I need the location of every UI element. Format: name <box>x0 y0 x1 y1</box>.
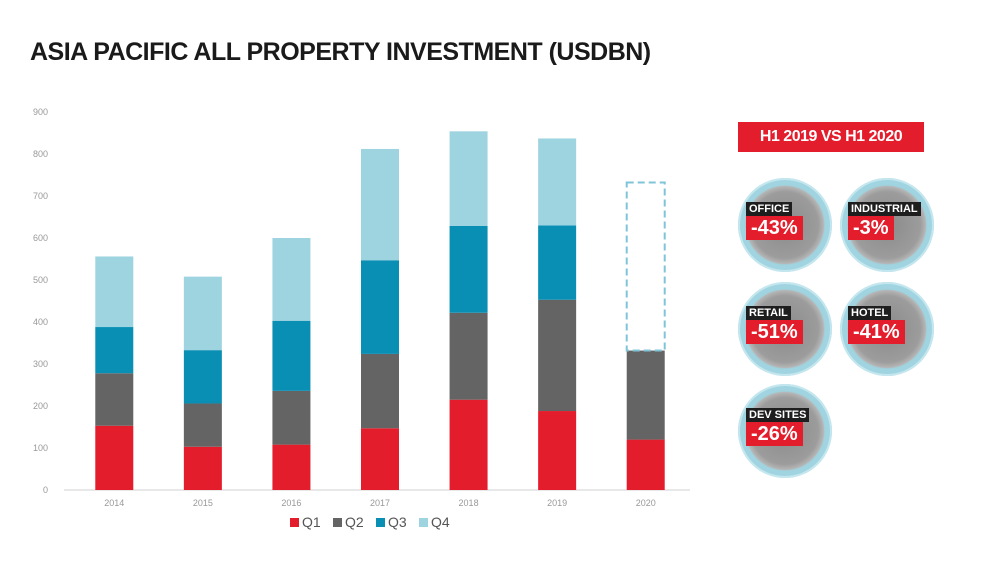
bar-q1-2017 <box>361 428 399 490</box>
x-tick-label: 2018 <box>459 498 479 508</box>
x-tick-label: 2016 <box>281 498 301 508</box>
bar-q2-2018 <box>449 312 488 400</box>
hotel-label: HOTEL <box>848 306 892 320</box>
chart-title: ASIA PACIFIC ALL PROPERTY INVESTMENT (US… <box>30 38 651 66</box>
industrial-stat-circle: INDUSTRIAL -3% <box>840 178 934 272</box>
bar-q1-2016 <box>272 444 311 490</box>
bar-q4-2016 <box>272 238 311 321</box>
bar-q3-2016 <box>272 320 311 391</box>
bar-q2-2019 <box>538 299 577 412</box>
legend-label-q1: Q1 <box>302 514 321 530</box>
bar-q2-2020 <box>626 350 665 440</box>
bar-q4-2014 <box>95 256 134 328</box>
legend-swatch-q4 <box>419 518 428 527</box>
bar-projection-2020 <box>625 181 666 352</box>
y-tick-label: 200 <box>33 401 48 411</box>
bar-q4-2015 <box>183 276 222 351</box>
legend-label-q2: Q2 <box>345 514 364 530</box>
retail-label: RETAIL <box>746 306 791 320</box>
hotel-change: -41% <box>848 320 905 344</box>
y-tick-label: 500 <box>33 275 48 285</box>
x-tick-label: 2019 <box>547 498 567 508</box>
x-axis: 2014 2015 2016 2017 2018 2019 2020 <box>104 498 655 508</box>
bar-q2-2014 <box>95 373 134 426</box>
bar-q1-2020 <box>626 439 665 490</box>
y-tick-label: 300 <box>33 359 48 369</box>
hotel-stat-circle: HOTEL -41% <box>840 282 934 376</box>
bar-q4-2017 <box>361 148 399 261</box>
legend-label-q4: Q4 <box>431 514 450 530</box>
bar-q2-2015 <box>183 403 222 447</box>
bar-q4-2018 <box>449 131 488 226</box>
y-tick-label: 700 <box>33 191 48 201</box>
bar-q4-2019 <box>538 138 577 226</box>
bar-q1-2018 <box>449 399 488 490</box>
bar-q1-2014 <box>95 425 134 490</box>
legend-swatch-q3 <box>376 518 385 527</box>
legend: Q1 Q2 Q3 Q4 <box>290 514 450 530</box>
office-stat-circle: OFFICE -43% <box>738 178 832 272</box>
bar-q2-2016 <box>272 390 311 445</box>
x-tick-label: 2014 <box>104 498 124 508</box>
y-tick-label: 800 <box>33 149 48 159</box>
x-tick-label: 2017 <box>370 498 390 508</box>
bars-group <box>95 131 666 490</box>
bar-q1-2015 <box>183 446 222 490</box>
bar-q2-2017 <box>361 353 399 429</box>
y-tick-label: 900 <box>33 107 48 117</box>
bar-q3-2017 <box>361 260 399 354</box>
y-tick-label: 600 <box>33 233 48 243</box>
bar-q3-2015 <box>183 350 222 404</box>
x-tick-label: 2015 <box>193 498 213 508</box>
y-tick-label: 100 <box>33 443 48 453</box>
industrial-change: -3% <box>848 216 894 240</box>
office-change: -43% <box>746 216 803 240</box>
legend-swatch-q1 <box>290 518 299 527</box>
retail-stat-circle: RETAIL -51% <box>738 282 832 376</box>
comparison-header: H1 2019 VS H1 2020 <box>738 122 924 152</box>
bar-q3-2014 <box>95 327 134 374</box>
retail-change: -51% <box>746 320 803 344</box>
dev-sites-stat-circle: DEV SITES -26% <box>738 384 832 478</box>
industrial-label: INDUSTRIAL <box>848 202 921 216</box>
bar-q3-2018 <box>449 225 488 313</box>
bar-q3-2019 <box>538 225 577 300</box>
legend-label-q3: Q3 <box>388 514 407 530</box>
dev-sites-change: -26% <box>746 422 803 446</box>
x-tick-label: 2020 <box>636 498 656 508</box>
y-tick-label: 400 <box>33 317 48 327</box>
y-tick-label: 0 <box>43 485 48 495</box>
bar-q1-2019 <box>538 411 577 490</box>
dev-sites-label: DEV SITES <box>746 408 810 422</box>
office-label: OFFICE <box>746 202 793 216</box>
legend-swatch-q2 <box>333 518 342 527</box>
